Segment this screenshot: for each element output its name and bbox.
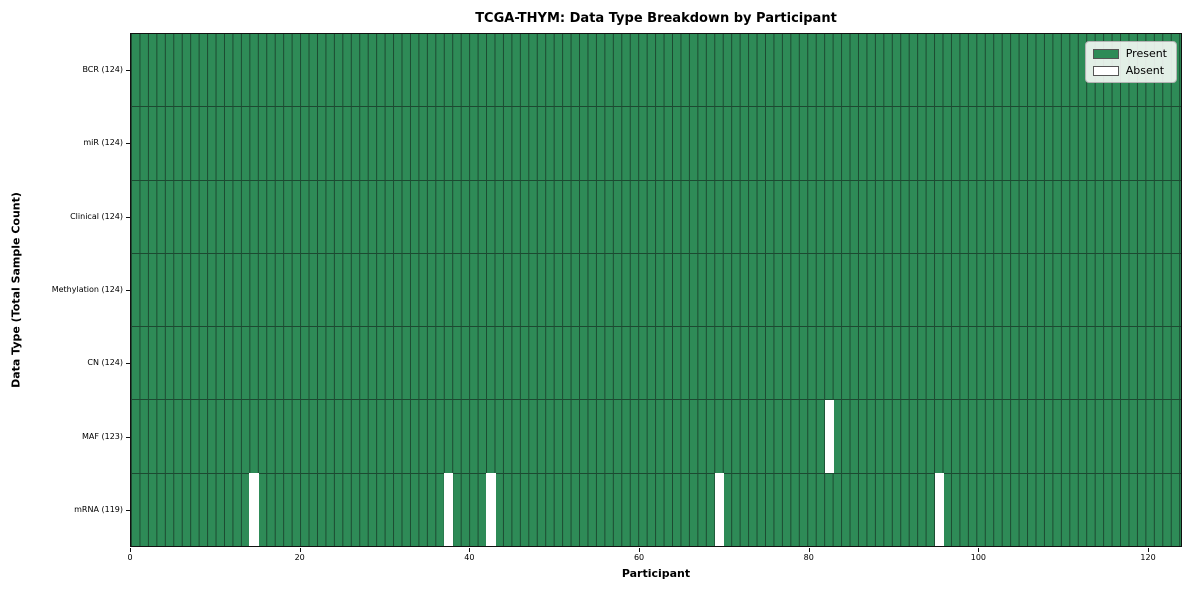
legend-swatch-present xyxy=(1092,48,1119,59)
y-tick-label-methylation: Methylation (124) xyxy=(51,285,123,294)
y-tick-label-clinical: Clinical (124) xyxy=(70,211,123,221)
y-tick-mark-clinical xyxy=(126,216,130,218)
absent-cell-mrna-14 xyxy=(249,472,259,546)
y-axis-title: Data Type (Total Sample Count) xyxy=(9,192,23,388)
chart-title: TCGA-THYM: Data Type Breakdown by Partic… xyxy=(475,11,837,26)
y-tick-label-mrna: mRNA (119) xyxy=(74,505,123,515)
legend-label-present: Present xyxy=(1125,47,1167,60)
heatmap-row-bcr xyxy=(131,34,1181,108)
y-tick-mark-cn xyxy=(126,363,130,365)
absent-cell-mrna-37 xyxy=(443,472,454,546)
x-tick-label-0: 0 xyxy=(127,553,133,562)
plot-area: Present Absent xyxy=(130,33,1182,547)
heatmap-row-cn xyxy=(131,327,1181,401)
absent-cell-maf-82 xyxy=(824,399,835,473)
x-tick-mark-60 xyxy=(639,548,641,552)
heatmap-row-maf xyxy=(131,400,1181,474)
x-tick-label-80: 80 xyxy=(803,553,814,562)
x-tick-mark-20 xyxy=(299,548,301,552)
y-tick-mark-mir xyxy=(126,143,130,145)
y-tick-label-mir: miR (124) xyxy=(83,138,123,148)
heatmap-row-mrna xyxy=(131,473,1181,546)
heatmap-rows xyxy=(131,34,1181,546)
x-tick-label-60: 60 xyxy=(633,553,645,562)
absent-cell-mrna-42 xyxy=(486,472,496,546)
y-tick-mark-maf xyxy=(126,436,130,438)
y-tick-mark-bcr xyxy=(126,69,130,71)
legend-swatch-absent xyxy=(1092,65,1119,76)
legend-item-absent: Absent xyxy=(1092,64,1167,77)
legend: Present Absent xyxy=(1084,41,1177,83)
y-tick-label-cn: CN (124) xyxy=(87,358,123,368)
absent-cell-mrna-69 xyxy=(714,472,725,546)
x-tick-label-120: 120 xyxy=(1140,553,1156,562)
heatmap-row-mir xyxy=(131,107,1181,181)
y-tick-label-bcr: BCR (124) xyxy=(82,64,123,74)
heatmap-row-clinical xyxy=(131,180,1181,254)
x-tick-mark-40 xyxy=(469,548,471,552)
x-axis-title: Participant xyxy=(621,567,691,580)
legend-label-absent: Absent xyxy=(1125,64,1165,77)
x-tick-mark-0 xyxy=(130,548,131,552)
y-tick-label-maf: MAF (123) xyxy=(81,431,123,441)
x-tick-label-20: 20 xyxy=(294,553,305,562)
x-tick-label-40: 40 xyxy=(464,553,475,562)
x-tick-mark-100 xyxy=(978,548,980,552)
absent-cell-mrna-95 xyxy=(934,472,945,546)
heatmap-row-methylation xyxy=(131,253,1181,328)
x-tick-label-100: 100 xyxy=(970,553,987,562)
x-tick-mark-80 xyxy=(808,548,810,552)
y-tick-mark-mrna xyxy=(126,510,130,512)
legend-item-present: Present xyxy=(1092,47,1167,60)
y-tick-mark-methylation xyxy=(126,290,130,291)
x-tick-mark-120 xyxy=(1148,548,1150,552)
